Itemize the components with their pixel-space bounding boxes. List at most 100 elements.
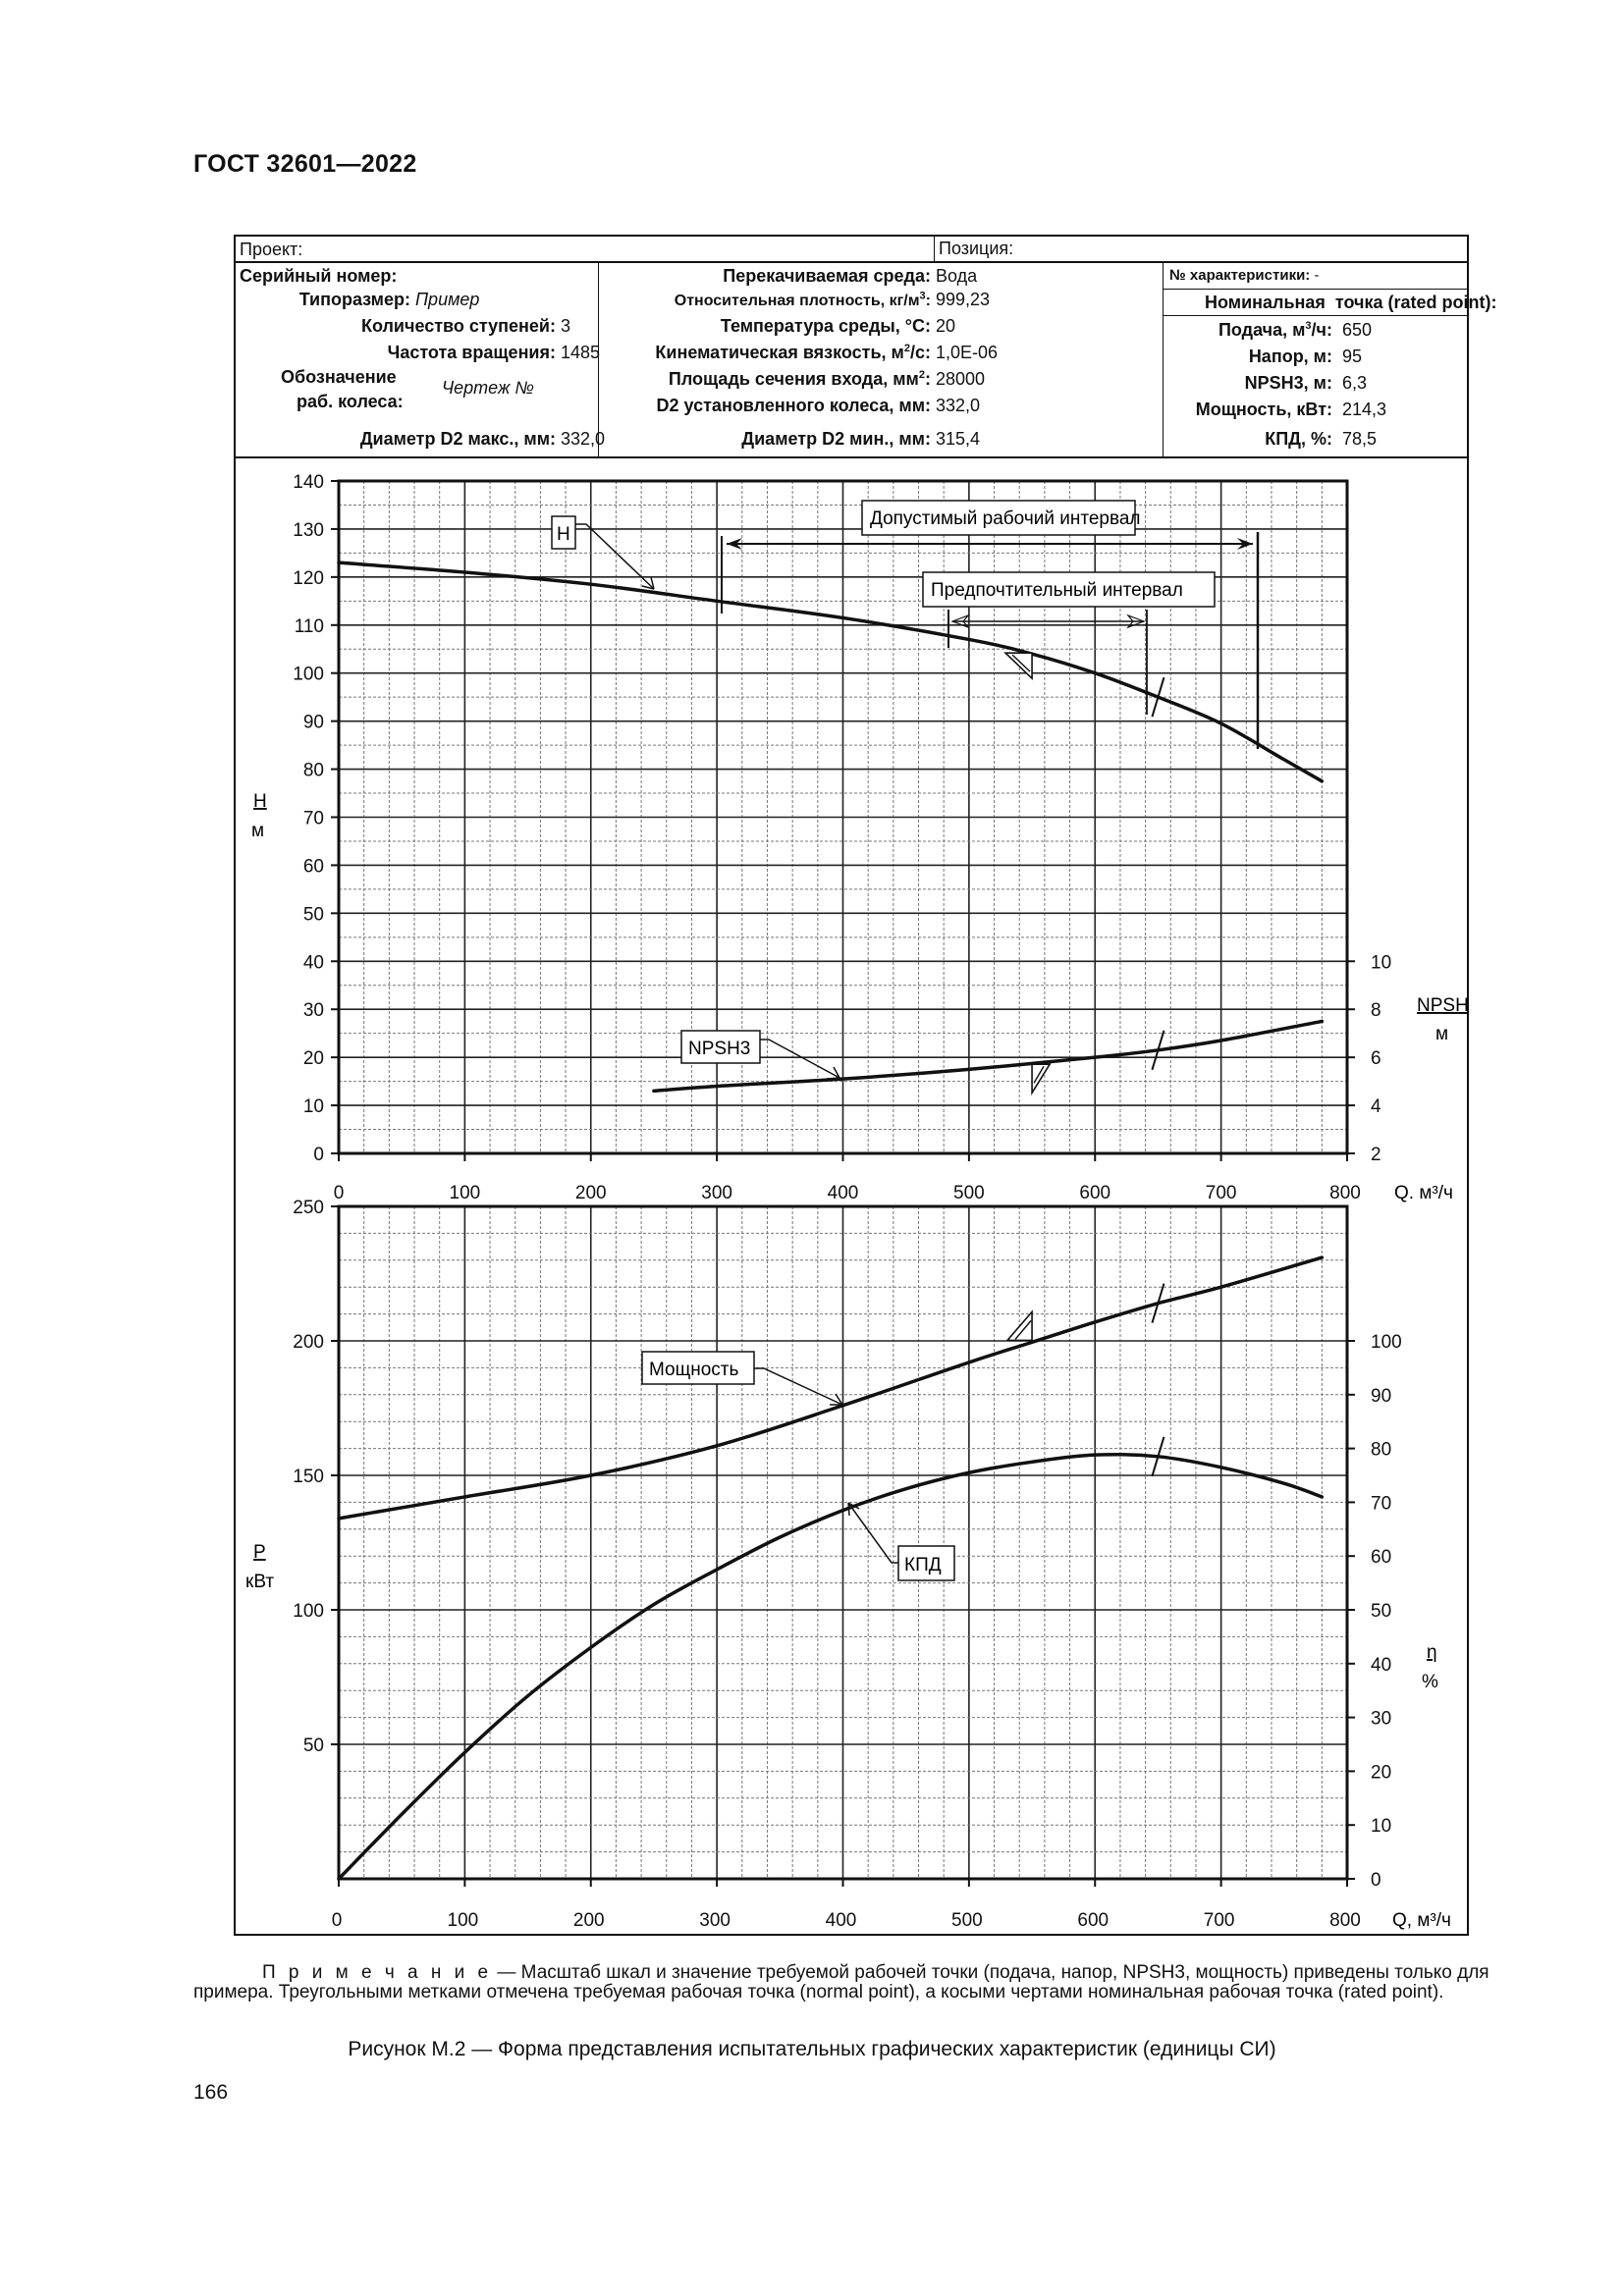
npsh3-curve <box>652 1019 1325 1094</box>
svg-text:300: 300 <box>699 1910 731 1931</box>
pump-info-column: Серийный номер: Типоразмер: Пример Колич… <box>236 263 605 458</box>
svg-text:Предпочтительный интервал: Предпочтительный интервал <box>931 580 1183 601</box>
density-row: Относительная плотность, кг/м3: 999,23 <box>674 290 991 309</box>
head-curve <box>337 561 1325 783</box>
temperature-row: Температура среды, °С: 20 <box>720 316 956 336</box>
npsh-axis-label: NPSH <box>1417 995 1469 1016</box>
power-curve <box>337 1255 1325 1521</box>
svg-text:30: 30 <box>303 1000 324 1021</box>
rated-point-column: № характеристики: - Номинальная точка (r… <box>1164 263 1497 458</box>
position-label: Позиция: <box>934 237 1013 261</box>
svg-text:NPSH3: NPSH3 <box>688 1039 750 1059</box>
callout-npsh3: NPSH3 <box>680 1030 840 1080</box>
impeller-label-2: раб. колеса: <box>297 392 404 411</box>
svg-text:300: 300 <box>701 1183 732 1203</box>
svg-text:700: 700 <box>1206 1183 1237 1203</box>
svg-text:40: 40 <box>303 952 324 973</box>
rated-npsh-row: NPSH3, м: 6,3 <box>1244 373 1368 393</box>
svg-text:250: 250 <box>293 1198 324 1218</box>
svg-text:200: 200 <box>575 1183 607 1203</box>
npsh-axis-unit: м <box>1435 1024 1448 1044</box>
p-axis-label: P <box>253 1542 266 1563</box>
stages-row: Количество ступеней: 3 <box>360 316 571 336</box>
svg-text:500: 500 <box>951 1910 983 1931</box>
svg-text:70: 70 <box>1371 1493 1391 1514</box>
note: П р и м е ч а н и е — Масштаб шкал и зна… <box>193 1962 1489 2002</box>
svg-text:700: 700 <box>1204 1910 1235 1931</box>
d2-max-row: Диаметр D2 макс., мм: 332,0 <box>359 429 606 449</box>
svg-text:150: 150 <box>293 1467 324 1487</box>
svg-text:200: 200 <box>293 1332 324 1353</box>
eta-axis-unit: % <box>1422 1672 1438 1692</box>
page-number: 166 <box>193 2081 229 2104</box>
svg-text:800: 800 <box>1329 1910 1361 1931</box>
medium-info-column: Перекачиваемая среда: Вода Относительная… <box>599 263 1164 458</box>
d2-min-row: Диаметр D2 мин., мм: 315,4 <box>741 429 981 449</box>
callout-preferred-range: Предпочтительный интервал <box>922 571 1216 715</box>
q-axis-label-top: Q. м³/ч <box>1394 1183 1453 1203</box>
callout-efficiency: КПД <box>847 1502 955 1581</box>
document-header: ГОСТ 32601—2022 <box>193 150 417 178</box>
svg-text:10: 10 <box>303 1096 324 1117</box>
rated-power-row: Мощность, кВт: 214,3 <box>1195 400 1387 419</box>
svg-text:140: 140 <box>293 472 324 493</box>
svg-text:400: 400 <box>826 1910 857 1931</box>
characteristics-form: Проект: Позиция: Серийный номер: Типораз… <box>234 235 1497 1936</box>
project-label: Проект: <box>240 240 303 259</box>
svg-text:90: 90 <box>1371 1386 1391 1407</box>
svg-text:80: 80 <box>1371 1440 1391 1461</box>
rated-flow-row: Подача, м3/ч: 650 <box>1218 320 1373 340</box>
power-chart-grid <box>337 1204 1349 1881</box>
d2-installed-row: D2 установленного колеса, мм: 332,0 <box>656 396 981 415</box>
svg-text:0: 0 <box>1371 1870 1381 1891</box>
svg-text:90: 90 <box>303 713 324 733</box>
svg-text:130: 130 <box>293 520 324 541</box>
svg-text:100: 100 <box>293 665 324 685</box>
svg-text:H: H <box>557 524 570 545</box>
project-row: Проект: Позиция: <box>236 237 1467 263</box>
curves <box>337 561 1325 1881</box>
viscosity-row: Кинематическая вязкость, м2/с: 1,0E-06 <box>655 343 999 362</box>
svg-text:0: 0 <box>332 1910 343 1931</box>
svg-text:20: 20 <box>1371 1762 1391 1783</box>
characteristic-number-row: № характеристики: - <box>1164 263 1469 290</box>
speed-row: Частота вращения: 1485 <box>387 343 601 362</box>
figure-caption: Рисунок М.2 — Форма представления испыта… <box>348 2038 1276 2060</box>
svg-text:200: 200 <box>573 1910 605 1931</box>
svg-text:100: 100 <box>293 1601 324 1622</box>
inlet-area-row: Площадь сечения входа, мм2: 28000 <box>668 369 986 389</box>
svg-text:КПД: КПД <box>904 1555 942 1575</box>
svg-text:800: 800 <box>1329 1183 1361 1203</box>
svg-text:8: 8 <box>1371 1000 1381 1021</box>
h-axis-unit: м <box>251 821 264 841</box>
svg-text:50: 50 <box>303 904 324 925</box>
head-chart-grid <box>337 479 1349 1155</box>
axis-ticks: 0 100 200 300 400 500 600 700 8000 100 200 300 400 50… <box>293 472 1401 1931</box>
svg-text:80: 80 <box>303 761 324 781</box>
callout-allowable-range: Допустимый рабочий интервал <box>721 500 1260 749</box>
efficiency-curve <box>337 1452 1325 1881</box>
svg-text:120: 120 <box>293 568 324 589</box>
svg-text:6: 6 <box>1371 1048 1381 1069</box>
size-row: Типоразмер: Пример <box>298 290 480 309</box>
svg-text:600: 600 <box>1077 1910 1109 1931</box>
svg-text:500: 500 <box>953 1183 985 1203</box>
medium-row: Перекачиваемая среда: Вода <box>723 266 978 286</box>
h-axis-label: H <box>253 791 267 812</box>
svg-text:30: 30 <box>1371 1709 1391 1730</box>
svg-text:70: 70 <box>303 809 324 829</box>
svg-text:0: 0 <box>313 1145 324 1165</box>
svg-text:10: 10 <box>1371 952 1391 973</box>
impeller-value: Чертеж № <box>442 378 534 398</box>
svg-text:4: 4 <box>1371 1096 1381 1117</box>
svg-text:40: 40 <box>1371 1655 1391 1676</box>
svg-text:100: 100 <box>450 1183 481 1203</box>
rated-efficiency-row: КПД, %: 78,5 <box>1265 429 1378 449</box>
rated-head-row: Напор, м: 95 <box>1248 347 1363 366</box>
svg-text:60: 60 <box>303 856 324 877</box>
svg-text:Допустимый рабочий интервал: Допустимый рабочий интервал <box>870 508 1140 529</box>
svg-text:100: 100 <box>1371 1332 1402 1353</box>
svg-text:10: 10 <box>1371 1816 1391 1837</box>
svg-text:Мощность: Мощность <box>649 1360 739 1380</box>
